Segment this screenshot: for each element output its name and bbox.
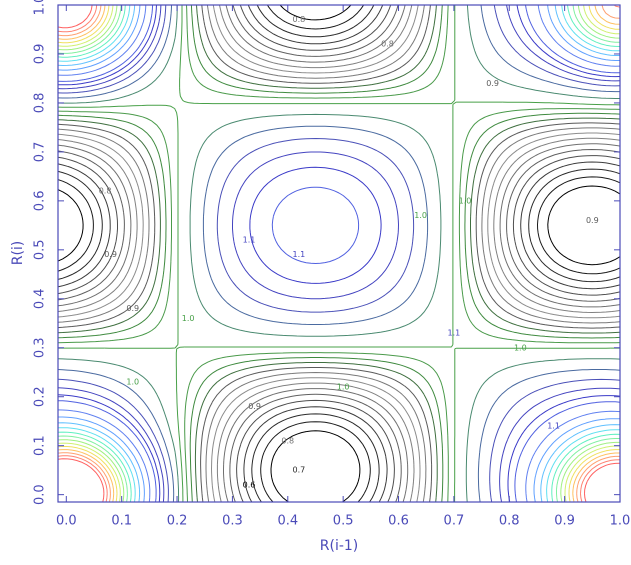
contour-label: 0.9: [486, 79, 499, 88]
contour-line: [58, 5, 620, 502]
contour-line: [58, 5, 620, 502]
contour-label: 0.8: [381, 40, 394, 49]
contour-layer: [58, 5, 620, 502]
x-tick-label: 0.6: [388, 514, 409, 529]
x-tick-label: 0.3: [222, 514, 243, 529]
contour-line: [58, 5, 620, 502]
contour-label: 0.9: [248, 402, 261, 411]
y-tick-label: 0.9: [33, 44, 48, 65]
contour-label: 1.1: [448, 329, 461, 338]
contour-line: [58, 5, 620, 502]
contour-line: [58, 5, 620, 502]
contour-label: 1.1: [547, 422, 560, 431]
y-tick-label: 0.2: [33, 386, 48, 407]
contour-label: 0.8: [99, 187, 112, 196]
contour-line: [58, 5, 620, 502]
contour-line: [58, 5, 620, 502]
contour-line: [58, 5, 620, 502]
contour-label: 1.0: [126, 378, 139, 387]
contour-label: 1.0: [182, 314, 195, 323]
contour-label: 0.9: [104, 250, 117, 259]
contour-line: [58, 5, 620, 502]
contour-line: [58, 5, 620, 502]
contour-label: 0.7: [292, 466, 305, 475]
contour-line: [58, 5, 620, 502]
contour-label: 1.0: [459, 196, 472, 205]
contour-line: [58, 5, 620, 502]
contour-line: [58, 5, 620, 502]
contour-line: [58, 5, 620, 502]
contour-line: [58, 5, 620, 502]
contour-label: 0.8: [292, 15, 305, 24]
x-axis-label: R(i-1): [320, 538, 359, 554]
contour-label: 1.0: [414, 211, 427, 220]
y-tick-label: 0.7: [33, 142, 48, 163]
contour-line: [58, 5, 620, 502]
x-tick-label: 0.9: [554, 514, 575, 529]
x-tick-label: 0.4: [277, 514, 298, 529]
x-tick-label: 1.0: [610, 514, 631, 529]
y-tick-label: 0.4: [33, 288, 48, 309]
contour-line: [58, 5, 620, 502]
y-tick-label: 0.5: [33, 239, 48, 260]
contour-label: 1.0: [514, 343, 527, 352]
contour-label: 0.9: [126, 304, 139, 313]
y-tick-label: 0.3: [33, 337, 48, 358]
y-tick-label: 0.0: [33, 484, 48, 505]
contour-line: [58, 5, 620, 502]
contour-line: [58, 5, 620, 502]
x-tick-label: 0.8: [499, 514, 520, 529]
x-tick-label: 0.5: [333, 514, 354, 529]
contour-label: 0.9: [586, 216, 599, 225]
x-tick-label: 0.0: [56, 514, 77, 529]
contour-line: [58, 5, 620, 502]
x-tick-label: 0.7: [444, 514, 465, 529]
contour-line: [58, 5, 620, 502]
y-tick-label: 1.0: [33, 0, 48, 15]
contour-label: 0.8: [281, 436, 294, 445]
contour-line: [58, 5, 620, 502]
x-tick-label: 0.2: [167, 514, 188, 529]
y-axis-label: R(i): [10, 241, 26, 266]
contour-line: [58, 5, 620, 502]
contour-label-layer: 1.1 1.1 1.0 1.0 1.0 0.9 0.9 0.8 0.9 0.9 0.8 0.8 0.9 0…: [99, 15, 599, 489]
y-tick-label: 0.8: [33, 93, 48, 114]
plot-frame: [57, 4, 621, 503]
contour-line: [58, 5, 620, 502]
contour-label: 1.1: [292, 250, 305, 259]
contour-line: [58, 5, 620, 502]
contour-line: [58, 5, 620, 502]
contour-label: 1.1: [243, 236, 256, 245]
contour-label: 1.0: [337, 382, 350, 391]
contour-label: 0.6: [243, 480, 256, 489]
y-tick-label: 0.1: [33, 435, 48, 456]
contour-line: [58, 5, 620, 502]
y-tick-label: 0.6: [33, 191, 48, 212]
x-tick-label: 0.1: [111, 514, 132, 529]
contour-line: [58, 5, 620, 502]
contour-line: [58, 5, 620, 502]
